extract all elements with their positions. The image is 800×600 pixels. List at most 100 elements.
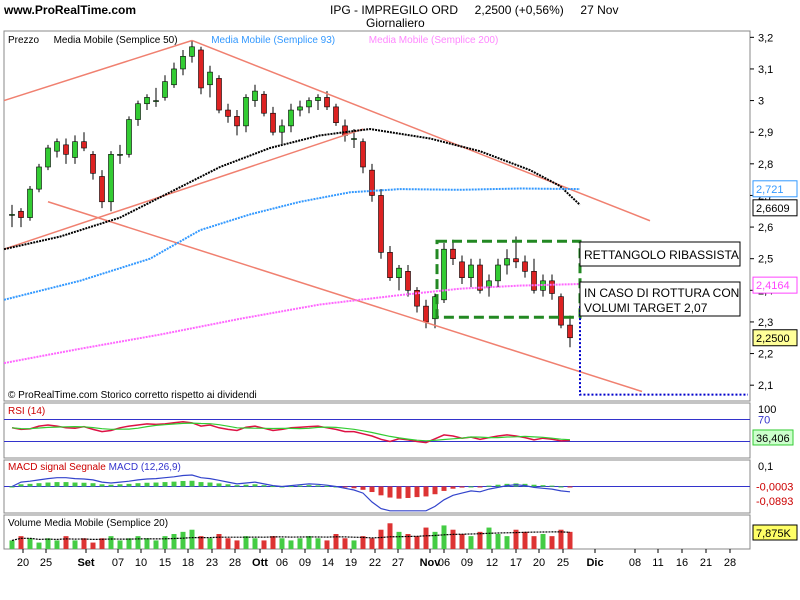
volume-bar [351,540,357,549]
legend-item: Prezzo [8,35,40,46]
price-tag-box [752,199,798,217]
volume-bar [162,536,168,549]
volume-bar [279,538,285,549]
macd-histogram-bar [288,486,294,488]
candles [9,40,573,348]
macd-histogram-bar [171,481,177,487]
candle-body [189,46,195,57]
macd-histogram-bar [99,484,105,487]
macd-histogram-bar [45,482,51,487]
volume-bar [432,531,438,549]
macd-histogram-bar [351,486,357,489]
macd-histogram-bar [306,485,312,487]
macd-histogram-bar [153,482,159,487]
macd-histogram-bar [531,484,537,487]
macd-histogram-bar [315,485,321,487]
macd-histogram-bar [126,483,132,487]
volume-bar [117,540,123,549]
volume-bar [288,540,294,549]
x-axis-label: 07 [112,557,124,569]
bearish-rectangle [435,239,582,319]
trendline-lower [47,201,643,393]
volume-bar [324,540,330,549]
legend-item: Media Mobile (Semplice 200) [369,35,499,46]
x-axis-label: 23 [206,557,218,569]
x-axis-label: 18 [182,557,194,569]
macd-histogram-bar [540,485,546,487]
volume-bar [216,534,222,549]
x-axis-label: 28 [229,557,241,569]
candle-body [459,261,465,278]
x-axis-label: 09 [461,557,473,569]
x-axis-label: 14 [322,557,334,569]
price-tag-box [752,180,798,198]
macd-histogram-bar [297,485,303,487]
macd-histogram-bar [495,484,501,487]
x-axis-label: 17 [510,557,522,569]
macd-histogram-bar [36,483,42,487]
candle-body [279,125,285,133]
macd-histogram-bar [414,486,420,498]
candle-body [153,100,159,102]
candle-body [117,154,123,156]
candle-body [504,258,510,266]
volume-bar [333,534,339,549]
volume-bar [342,538,348,549]
macd-histogram-bar [261,485,267,487]
annotation-target-line2: VOLUMI TARGET 2,07 [584,301,708,315]
volume-bar [126,538,132,549]
macd-histogram-bar [243,484,249,487]
macd-histogram-bar [396,486,402,499]
candle-body [126,119,132,155]
period-label: Giornaliero [366,16,425,30]
macd-tick: -0,0893 [756,496,793,508]
x-axis-label: Dic [586,557,603,569]
macd-histogram-bar [54,482,60,487]
volume-bar [540,534,546,549]
volume-value-box [752,524,798,541]
macd-histogram-bar [135,483,141,487]
candle-body [522,261,528,272]
y-tick-label: 2,8 [758,159,773,171]
x-axis-label: 27 [392,557,404,569]
candle-body [180,55,186,70]
y-tick-label: 2,3 [758,317,773,329]
macd-histogram-bar [459,486,465,488]
macd-title-part: MACD signal [8,462,69,473]
candle-body [252,90,258,101]
x-axis-label: 06 [276,557,288,569]
candle-body [306,100,312,108]
macd-histogram-bar [81,482,87,487]
x-axis-label: 08 [629,557,641,569]
candle-body [198,49,204,89]
macd-histogram-bar [558,486,564,488]
volume-bar [315,538,321,549]
volume-bar [405,534,411,549]
candle-body [225,109,231,117]
volume-bar [36,542,42,549]
price-tag-box [752,276,798,294]
candle-body [144,97,150,105]
candle-body [27,188,33,218]
volume-bar [306,536,312,549]
macd-histogram-bar [342,486,348,488]
y-tick-label: 2,1 [758,380,773,392]
volume-bar [477,531,483,549]
candle-body [288,109,294,127]
candle-body [54,141,60,152]
volume-bar [423,527,429,549]
candle-body [387,252,393,278]
chart-header: www.ProRealTime.com IPG - IMPREGILO ORD … [0,0,800,30]
candle-body [396,267,402,278]
candle-body [351,138,357,140]
candle-body [72,141,78,158]
candle-body [81,141,87,149]
volume-bar [414,536,420,549]
volume-bar [261,540,267,549]
macd-histogram-bar [324,485,330,487]
candle-body [414,290,420,307]
volume-bar [486,527,492,549]
volume-bar [243,536,249,549]
macd-histogram-bar [207,482,213,487]
candle-body [261,93,267,114]
